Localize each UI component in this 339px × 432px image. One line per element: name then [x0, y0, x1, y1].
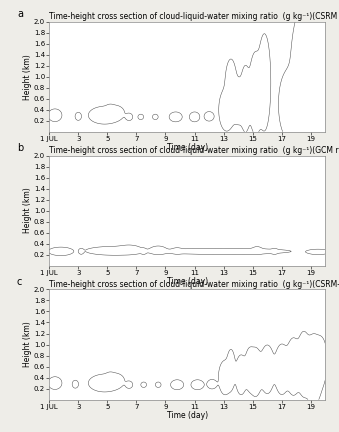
Text: Time-height cross section of cloud-liquid-water mixing ratio  (g kg⁻¹)(CSRM-LH r: Time-height cross section of cloud-liqui…	[49, 280, 339, 289]
Text: a: a	[17, 10, 23, 19]
Text: Time-height cross section of cloud-liquid-water mixing ratio  (g kg⁻¹)(CSRM run): Time-height cross section of cloud-liqui…	[49, 12, 339, 21]
X-axis label: Time (day): Time (day)	[167, 277, 208, 286]
Y-axis label: Height (km): Height (km)	[23, 188, 32, 233]
Y-axis label: Height (km): Height (km)	[23, 322, 32, 367]
Text: Time-height cross section of cloud-liquid-water mixing ratio  (g kg⁻¹)(GCM run): Time-height cross section of cloud-liqui…	[49, 146, 339, 155]
X-axis label: Time (day): Time (day)	[167, 411, 208, 420]
Text: c: c	[17, 277, 22, 287]
Text: b: b	[17, 143, 23, 153]
Y-axis label: Height (km): Height (km)	[23, 54, 32, 99]
X-axis label: Time (day): Time (day)	[167, 143, 208, 152]
